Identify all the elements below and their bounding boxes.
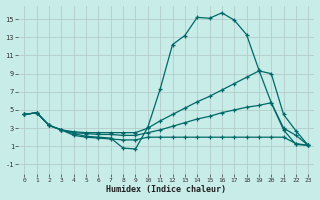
X-axis label: Humidex (Indice chaleur): Humidex (Indice chaleur) bbox=[106, 185, 226, 194]
